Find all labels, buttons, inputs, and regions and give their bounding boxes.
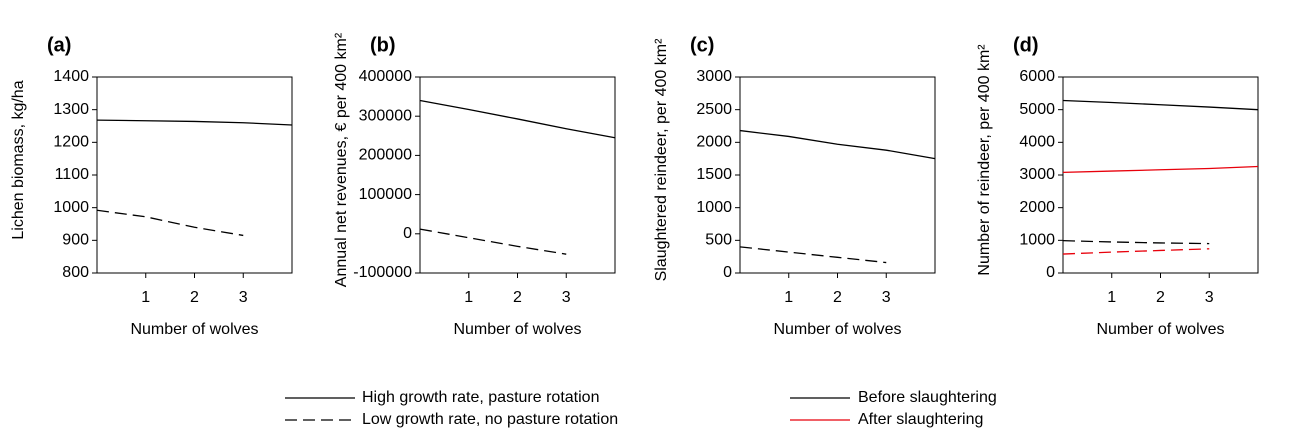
legend-label: Before slaughtering xyxy=(858,389,997,406)
y-tick-label: 3000 xyxy=(696,68,732,85)
data-line xyxy=(96,209,244,237)
y-tick-label: 900 xyxy=(62,232,89,249)
y-tick-label: 4000 xyxy=(1019,134,1055,151)
y-tick-label: 6000 xyxy=(1019,68,1055,85)
y-tick-label: 1200 xyxy=(53,134,89,151)
x-tick-label: 2 xyxy=(513,289,522,306)
y-tick-label: 0 xyxy=(1046,264,1055,281)
y-tick-label: -100000 xyxy=(353,264,412,281)
y-tick-label: 0 xyxy=(403,225,412,242)
y-tick-label: 1000 xyxy=(1019,232,1055,249)
y-tick-label: 2000 xyxy=(696,134,732,151)
x-tick-label: 3 xyxy=(882,289,891,306)
y-tick-label: 3000 xyxy=(1019,166,1055,183)
y-tick-label: 1500 xyxy=(696,166,732,183)
data-line xyxy=(739,246,887,264)
x-tick-label: 3 xyxy=(562,289,571,306)
y-tick-label: 1000 xyxy=(53,199,89,216)
data-line xyxy=(96,119,293,126)
y-tick-label: 300000 xyxy=(359,107,412,124)
x-tick-label: 2 xyxy=(190,289,199,306)
y-tick-label: 5000 xyxy=(1019,101,1055,118)
y-tick-label: 0 xyxy=(723,264,732,281)
y-tick-label: 1000 xyxy=(696,199,732,216)
legend-label: After slaughtering xyxy=(858,411,983,428)
legend-label: High growth rate, pasture rotation xyxy=(362,389,599,406)
plot-frame xyxy=(96,76,293,274)
data-line xyxy=(1062,248,1210,255)
x-tick-label: 2 xyxy=(833,289,842,306)
x-tick-label: 3 xyxy=(1205,289,1214,306)
y-tick-label: 400000 xyxy=(359,68,412,85)
legend-label: Low growth rate, no pasture rotation xyxy=(362,411,618,428)
x-tick-label: 2 xyxy=(1156,289,1165,306)
y-axis-label: Slaughtered reindeer, per 400 km² xyxy=(653,38,670,281)
plot-frame xyxy=(739,76,936,274)
y-axis-label: Number of reindeer, per 400 km² xyxy=(976,44,993,276)
x-tick-label: 1 xyxy=(784,289,793,306)
y-tick-label: 1300 xyxy=(53,101,89,118)
y-tick-label: 100000 xyxy=(359,186,412,203)
y-axis-label: Lichen biomass, kg/ha xyxy=(10,80,27,239)
y-tick-label: 2000 xyxy=(1019,199,1055,216)
x-axis-label: Number of wolves xyxy=(1096,321,1224,338)
plot-frame xyxy=(1062,76,1259,274)
x-tick-label: 3 xyxy=(239,289,248,306)
x-axis-label: Number of wolves xyxy=(773,321,901,338)
panel-label: (a) xyxy=(47,34,71,56)
y-axis-label: Annual net revenues, € per 400 km² xyxy=(333,32,350,287)
panel-label: (b) xyxy=(370,34,396,56)
y-tick-label: 1100 xyxy=(55,166,90,183)
x-axis-label: Number of wolves xyxy=(453,321,581,338)
data-line xyxy=(419,228,567,255)
panel-label: (d) xyxy=(1013,34,1039,56)
y-tick-label: 2500 xyxy=(696,101,732,118)
y-tick-label: 1400 xyxy=(53,68,89,85)
x-axis-label: Number of wolves xyxy=(130,321,258,338)
data-line xyxy=(1062,99,1259,111)
y-tick-label: 800 xyxy=(62,264,89,281)
panel-label: (c) xyxy=(690,34,714,56)
y-tick-label: 500 xyxy=(705,232,732,249)
y-tick-label: 200000 xyxy=(359,147,412,164)
data-line xyxy=(419,99,616,139)
data-line xyxy=(1062,165,1259,174)
x-tick-label: 1 xyxy=(1107,289,1116,306)
x-tick-label: 1 xyxy=(141,289,150,306)
data-line xyxy=(739,129,936,160)
x-tick-label: 1 xyxy=(464,289,473,306)
data-line xyxy=(1062,240,1210,245)
